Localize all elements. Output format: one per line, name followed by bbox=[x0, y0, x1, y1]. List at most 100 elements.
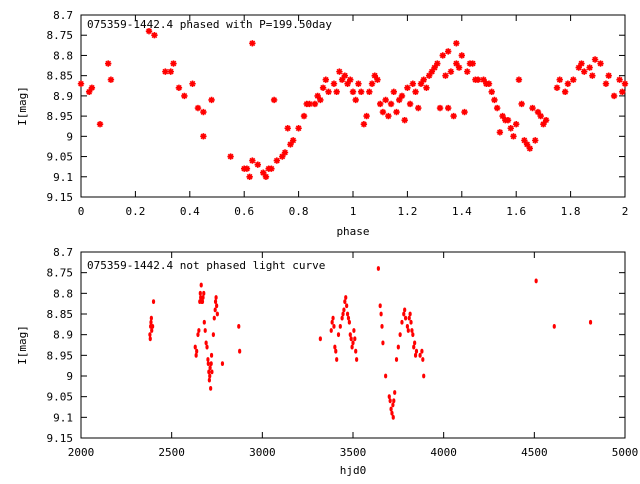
data-point bbox=[417, 80, 425, 87]
data-point bbox=[431, 64, 438, 71]
x-axis-label: hjd0 bbox=[340, 464, 367, 477]
data-point bbox=[390, 410, 394, 416]
phased-light-curve-panel: 8.7 8.75 8.8 8.85 8.9 8.95 9 9.05 9.1 9.15 0 0.2 0.4… bbox=[16, 9, 628, 238]
data-point bbox=[346, 315, 351, 321]
y-tick-label: 8.75 bbox=[47, 29, 74, 42]
data-point bbox=[464, 68, 471, 75]
data-point bbox=[532, 137, 539, 144]
data-point bbox=[556, 76, 563, 83]
data-point bbox=[200, 133, 207, 140]
data-point bbox=[332, 324, 336, 329]
data-point bbox=[534, 278, 538, 284]
data-point bbox=[246, 173, 253, 180]
data-point bbox=[105, 60, 112, 67]
data-point bbox=[194, 104, 202, 112]
data-point bbox=[403, 307, 407, 313]
data-point bbox=[402, 311, 406, 317]
data-point bbox=[343, 299, 347, 304]
data-point bbox=[610, 92, 618, 100]
data-point bbox=[439, 52, 446, 59]
data-point bbox=[335, 357, 339, 362]
data-point bbox=[513, 121, 520, 128]
data-point bbox=[602, 80, 610, 87]
data-point bbox=[319, 84, 327, 91]
data-point bbox=[507, 125, 514, 132]
data-point bbox=[398, 332, 402, 338]
data-point bbox=[344, 80, 351, 87]
data-point bbox=[189, 80, 196, 87]
data-point bbox=[347, 76, 354, 83]
data-point bbox=[341, 72, 349, 79]
y-tick-label: 8.95 bbox=[47, 349, 74, 362]
data-point bbox=[347, 319, 351, 325]
data-point bbox=[570, 76, 577, 83]
data-point bbox=[412, 344, 416, 350]
data-point bbox=[330, 319, 334, 325]
data-point bbox=[552, 324, 556, 329]
data-point bbox=[385, 112, 392, 120]
data-point bbox=[564, 80, 572, 87]
data-point bbox=[196, 332, 200, 338]
data-point bbox=[338, 76, 346, 83]
y-tick-label: 9 bbox=[66, 370, 73, 383]
y-tick-label: 9.05 bbox=[47, 151, 74, 164]
data-point bbox=[400, 319, 404, 325]
data-point bbox=[85, 88, 93, 96]
data-point bbox=[195, 348, 199, 354]
data-point bbox=[518, 100, 525, 108]
x-tick-label: 3000 bbox=[249, 446, 276, 459]
data-point bbox=[404, 84, 411, 91]
data-point bbox=[170, 60, 177, 67]
data-point bbox=[342, 307, 346, 313]
data-point bbox=[450, 112, 457, 120]
data-point bbox=[368, 80, 376, 87]
data-point bbox=[406, 328, 410, 333]
data-point bbox=[391, 402, 395, 408]
data-point bbox=[379, 311, 383, 317]
data-point bbox=[333, 88, 340, 96]
y-tick-label: 8.8 bbox=[53, 49, 73, 62]
data-point bbox=[393, 108, 400, 116]
data-point bbox=[151, 299, 156, 304]
data-point bbox=[88, 84, 96, 91]
chart-title: 075359-1442.4 not phased light curve bbox=[87, 259, 325, 272]
data-point bbox=[167, 68, 174, 75]
data-point bbox=[413, 340, 417, 346]
x-tick-label: 1.6 bbox=[506, 205, 526, 218]
x-tick-label: 3500 bbox=[340, 446, 367, 459]
data-point bbox=[340, 315, 344, 321]
data-point bbox=[175, 84, 183, 91]
x-tick-label: 1.8 bbox=[561, 205, 581, 218]
x-tick-label: 2000 bbox=[68, 446, 95, 459]
data-point bbox=[249, 40, 256, 47]
data-point bbox=[411, 332, 415, 338]
data-point bbox=[491, 96, 498, 104]
data-point bbox=[197, 328, 201, 333]
x-tick-label: 0.6 bbox=[234, 205, 254, 218]
data-point bbox=[344, 295, 348, 300]
data-point bbox=[420, 76, 427, 83]
data-point bbox=[213, 307, 217, 313]
data-point bbox=[198, 290, 202, 296]
data-point bbox=[597, 60, 604, 67]
data-point bbox=[447, 68, 455, 75]
data-point bbox=[474, 76, 482, 83]
data-point bbox=[523, 141, 531, 148]
data-point bbox=[227, 153, 234, 160]
data-point bbox=[408, 311, 412, 317]
data-point bbox=[353, 336, 357, 342]
data-point bbox=[352, 96, 359, 104]
data-point bbox=[407, 315, 411, 321]
data-point bbox=[413, 352, 418, 358]
data-point bbox=[200, 108, 207, 116]
data-point bbox=[202, 319, 206, 325]
data-point bbox=[77, 80, 85, 87]
data-point bbox=[203, 328, 207, 333]
data-point bbox=[421, 357, 425, 362]
y-tick-label: 8.9 bbox=[53, 90, 73, 103]
data-point bbox=[318, 336, 322, 342]
data-point bbox=[410, 328, 414, 333]
x-tick-label: 1.4 bbox=[452, 205, 472, 218]
